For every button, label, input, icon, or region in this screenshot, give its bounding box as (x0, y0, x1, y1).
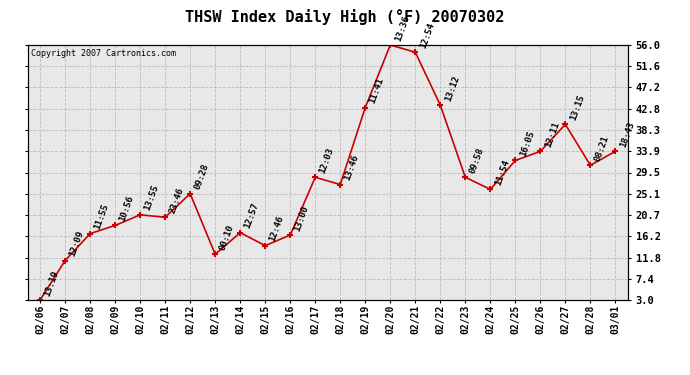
Text: 00:10: 00:10 (218, 223, 235, 252)
Text: 13:00: 13:00 (293, 204, 310, 232)
Text: 11:55: 11:55 (93, 202, 110, 231)
Text: 08:21: 08:21 (593, 134, 611, 162)
Text: 13:19: 13:19 (43, 269, 61, 297)
Text: Copyright 2007 Cartronics.com: Copyright 2007 Cartronics.com (30, 49, 175, 58)
Text: 12:46: 12:46 (268, 214, 286, 243)
Text: 13:36: 13:36 (393, 14, 411, 42)
Text: 10:56: 10:56 (118, 194, 135, 223)
Text: 09:58: 09:58 (468, 146, 486, 174)
Text: 11:54: 11:54 (493, 158, 511, 186)
Text: 12:54: 12:54 (418, 21, 435, 50)
Text: 23:46: 23:46 (168, 186, 186, 214)
Text: 11:41: 11:41 (368, 76, 386, 105)
Text: 16:05: 16:05 (518, 129, 535, 158)
Text: 13:55: 13:55 (143, 184, 161, 212)
Text: 13:12: 13:12 (443, 74, 461, 102)
Text: 09:28: 09:28 (193, 162, 210, 191)
Text: 13:15: 13:15 (568, 93, 586, 122)
Text: THSW Index Daily High (°F) 20070302: THSW Index Daily High (°F) 20070302 (186, 9, 504, 26)
Text: 18:43: 18:43 (618, 120, 635, 148)
Text: 13:46: 13:46 (343, 153, 361, 182)
Text: 12:09: 12:09 (68, 230, 86, 258)
Text: 12:57: 12:57 (243, 201, 261, 230)
Text: 12:11: 12:11 (543, 120, 561, 148)
Text: 12:03: 12:03 (318, 146, 335, 174)
